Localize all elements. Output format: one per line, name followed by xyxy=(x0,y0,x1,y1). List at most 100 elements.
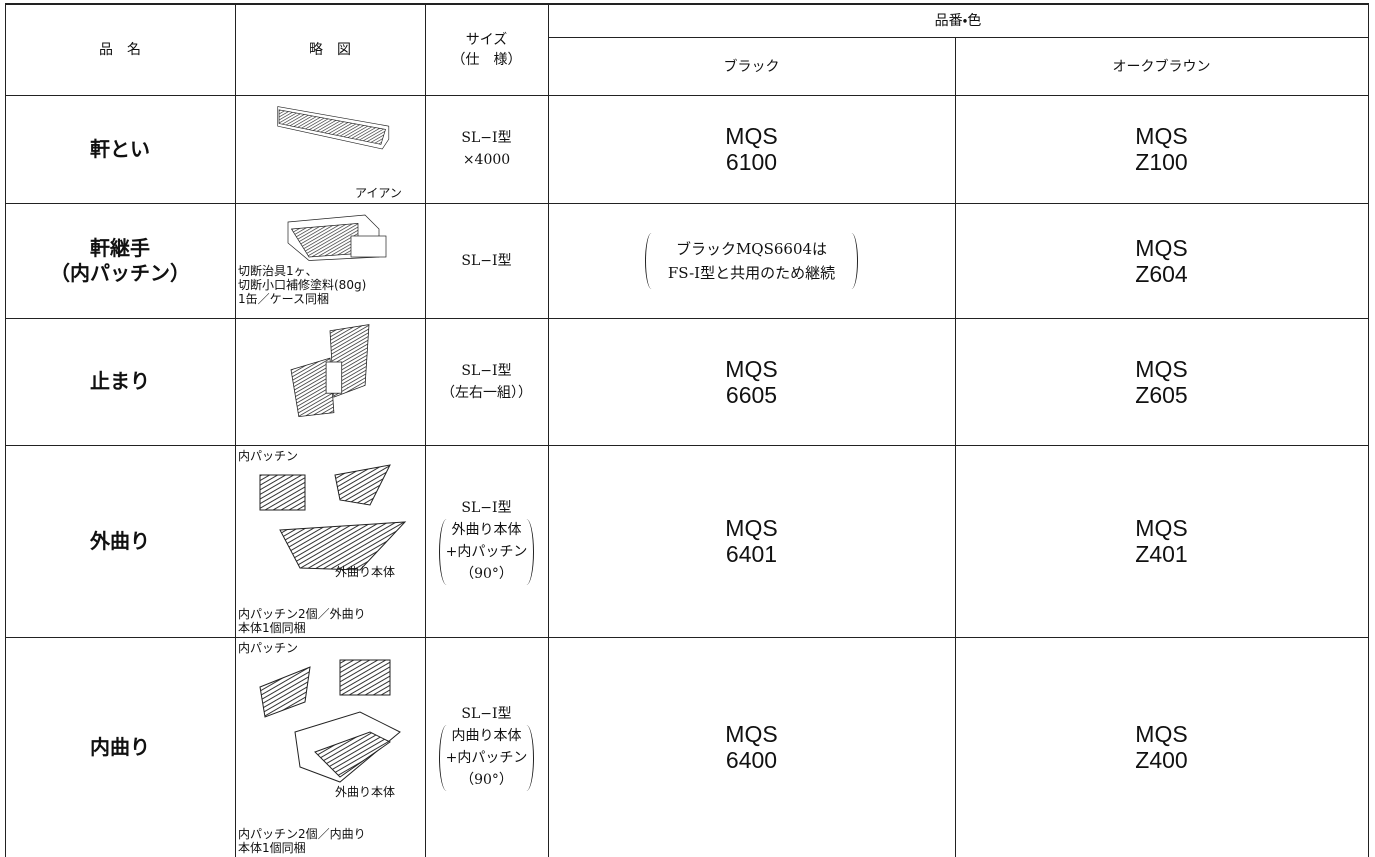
caption: 切断治具1ヶ、 xyxy=(238,264,318,278)
note-line: ブラックMQS6604は xyxy=(675,239,828,258)
name-cell: 外曲り xyxy=(5,445,235,637)
product-name: 外曲り xyxy=(90,528,150,553)
header-code: 品番・色 xyxy=(934,13,982,29)
rule xyxy=(1368,3,1370,857)
rule xyxy=(548,3,550,857)
code: 6400 xyxy=(725,747,778,773)
code: MQS xyxy=(1135,234,1188,261)
product-name: 止まり xyxy=(90,369,150,393)
black-cell: MQS 6400 xyxy=(548,637,955,857)
caption: 内パッチン xyxy=(238,449,299,463)
header-name: 品 名 xyxy=(99,42,141,58)
header-color: オークブラウン xyxy=(1112,59,1211,75)
diagram-cell xyxy=(235,318,425,445)
note-line: FS-I型と共用のため継続 xyxy=(667,263,836,282)
size-line: SL−I型 xyxy=(461,130,512,146)
note-bracket: ブラックMQS6604は FS-I型と共用のため継続 xyxy=(644,232,859,289)
oak-cell: MQS Z401 xyxy=(955,445,1368,637)
illustration xyxy=(259,659,401,783)
size-line: SL−I型 xyxy=(461,362,512,379)
code: MQS xyxy=(1135,123,1188,149)
code: MQS xyxy=(725,515,778,541)
code: MQS xyxy=(725,355,778,382)
diagram-cell: 内パッチン外曲り本体内パッチン2個／内曲り 本体1個同梱 xyxy=(235,637,425,857)
rule xyxy=(5,95,1368,97)
size-line: SL−I型 xyxy=(461,706,512,722)
code: 6401 xyxy=(725,541,778,567)
size-line: +内パッチン xyxy=(445,544,528,560)
size-line: 内曲り本体 xyxy=(451,728,522,744)
rule xyxy=(548,37,1368,38)
diagram-cell: 内パッチン外曲り本体内パッチン2個／外曲り 本体1個同梱 xyxy=(235,445,425,637)
name-cell: 軒継手 （内パッチン） xyxy=(5,203,235,318)
caption: 内パッチン xyxy=(238,641,299,655)
code: MQS xyxy=(725,721,778,747)
rule xyxy=(235,3,237,857)
header-cell: ブラック xyxy=(548,37,955,95)
name-cell: 内曲り xyxy=(5,637,235,857)
caption: 本体1個同梱 xyxy=(238,841,306,855)
code: MQS xyxy=(725,123,778,149)
diagram-cell: 切断治具1ヶ、 切断小口補修塗料(80g) 1缶／ケース同梱 xyxy=(235,203,425,318)
rule xyxy=(5,445,1368,447)
header-color: ブラック xyxy=(723,59,780,75)
size-line: SL−I型 xyxy=(461,500,512,516)
header-size: サイズ xyxy=(465,32,508,48)
code: Z604 xyxy=(1135,260,1188,287)
illustration xyxy=(290,324,370,418)
size-cell: SL−I型 ×4000 xyxy=(425,95,548,203)
product-name: （内パッチン） xyxy=(50,260,190,285)
rule xyxy=(5,637,1368,639)
size-line: 外曲り本体 xyxy=(451,522,522,538)
diagram-cell: アイアン xyxy=(235,95,425,203)
caption: 内パッチン2個／外曲り xyxy=(238,607,366,621)
code: Z605 xyxy=(1135,381,1188,408)
size-line: （90°） xyxy=(460,772,513,788)
caption: 外曲り本体 xyxy=(335,785,396,799)
rule xyxy=(5,3,7,857)
rule xyxy=(5,318,1368,320)
oak-cell: MQS Z400 xyxy=(955,637,1368,857)
code: MQS xyxy=(1135,355,1188,382)
black-cell: ブラックMQS6604は FS-I型と共用のため継続 xyxy=(548,203,955,318)
header-cell: サイズ （仕 様） xyxy=(425,3,548,95)
header-cell: 略 図 xyxy=(235,3,425,95)
illustration xyxy=(287,214,387,261)
caption: 切断小口補修塗料(80g) xyxy=(238,278,367,292)
size-line: （左右一組）） xyxy=(441,384,532,401)
header-cell: 品 名 xyxy=(5,3,235,95)
name-cell: 軒とい xyxy=(5,95,235,203)
illustration xyxy=(259,464,407,571)
size-line: +内パッチン xyxy=(445,750,528,766)
caption: 外曲り本体 xyxy=(335,565,396,579)
black-cell: MQS 6605 xyxy=(548,318,955,445)
caption: 内パッチン2個／内曲り xyxy=(238,827,366,841)
oak-cell: MQS Z100 xyxy=(955,95,1368,203)
product-name: 軒とい xyxy=(90,136,150,161)
size-cell: SL−I型 外曲り本体 +内パッチン （90°） xyxy=(425,445,548,637)
header-diagram: 略 図 xyxy=(309,42,351,58)
size-bracket: 内曲り本体 +内パッチン （90°） xyxy=(438,725,535,791)
illustration xyxy=(277,106,390,150)
name-cell: 止まり xyxy=(5,318,235,445)
size-cell: SL−I型内曲り本体 +内パッチン （90°） xyxy=(425,637,548,857)
size-cell: SL−I型 xyxy=(425,203,548,318)
size-line: SL−I型 xyxy=(461,252,512,269)
rule xyxy=(955,37,957,857)
oak-cell: MQS Z604 xyxy=(955,203,1368,318)
caption: アイアン xyxy=(355,186,402,200)
caption: 本体1個同梱 xyxy=(238,621,306,635)
code: Z400 xyxy=(1135,747,1188,773)
size-bracket: 外曲り本体 +内パッチン （90°） xyxy=(438,519,535,585)
header-cell: オークブラウン xyxy=(955,37,1368,95)
header-size: （仕 様） xyxy=(451,52,522,68)
black-cell: MQS 6100 xyxy=(548,95,955,203)
code: Z401 xyxy=(1135,541,1188,567)
header-cell: 品番・色 xyxy=(548,3,1368,37)
rule xyxy=(5,3,1368,5)
code: Z100 xyxy=(1135,149,1188,175)
code: 6605 xyxy=(725,381,778,408)
caption: 1缶／ケース同梱 xyxy=(238,292,330,306)
rule xyxy=(5,203,1368,205)
